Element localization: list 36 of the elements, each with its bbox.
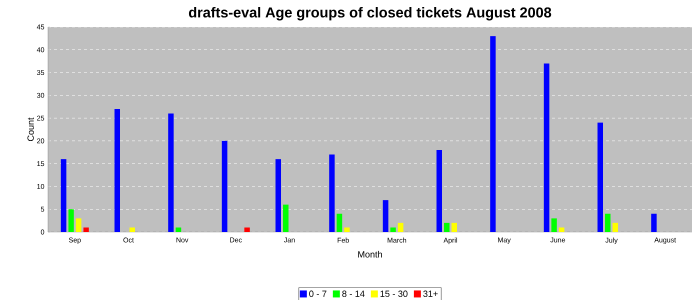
bar — [452, 222, 458, 232]
bar — [114, 109, 120, 232]
legend-label: 0 - 7 — [309, 290, 326, 297]
bar — [60, 159, 66, 232]
bar — [283, 204, 289, 232]
bar — [344, 227, 350, 232]
bar — [176, 227, 182, 232]
legend-label: 31+ — [423, 290, 438, 297]
legend-label: 8 - 14 — [342, 290, 365, 297]
bar — [76, 218, 82, 232]
bar — [390, 227, 396, 232]
bar — [168, 114, 174, 232]
bar — [336, 214, 342, 232]
bar — [276, 159, 282, 232]
legend-label: 15 - 30 — [380, 290, 408, 297]
bar — [444, 222, 450, 232]
bar — [651, 214, 657, 232]
bar — [490, 36, 496, 232]
bar — [558, 227, 564, 232]
bar — [382, 200, 388, 232]
bar — [130, 227, 136, 232]
y-axis-title: Count — [27, 118, 34, 142]
bar — [605, 214, 611, 232]
bar — [68, 209, 74, 232]
bar — [544, 63, 550, 232]
bar — [222, 140, 228, 232]
bar — [83, 227, 89, 232]
bar — [329, 154, 335, 232]
bar — [244, 227, 250, 232]
bar — [436, 150, 442, 232]
bar — [398, 222, 404, 232]
x-axis-title: Month — [358, 250, 382, 258]
chart-title: drafts-eval Age groups of closed tickets August 2008 — [188, 6, 552, 20]
bar — [551, 218, 557, 232]
bar — [612, 222, 618, 232]
bar — [598, 122, 604, 232]
